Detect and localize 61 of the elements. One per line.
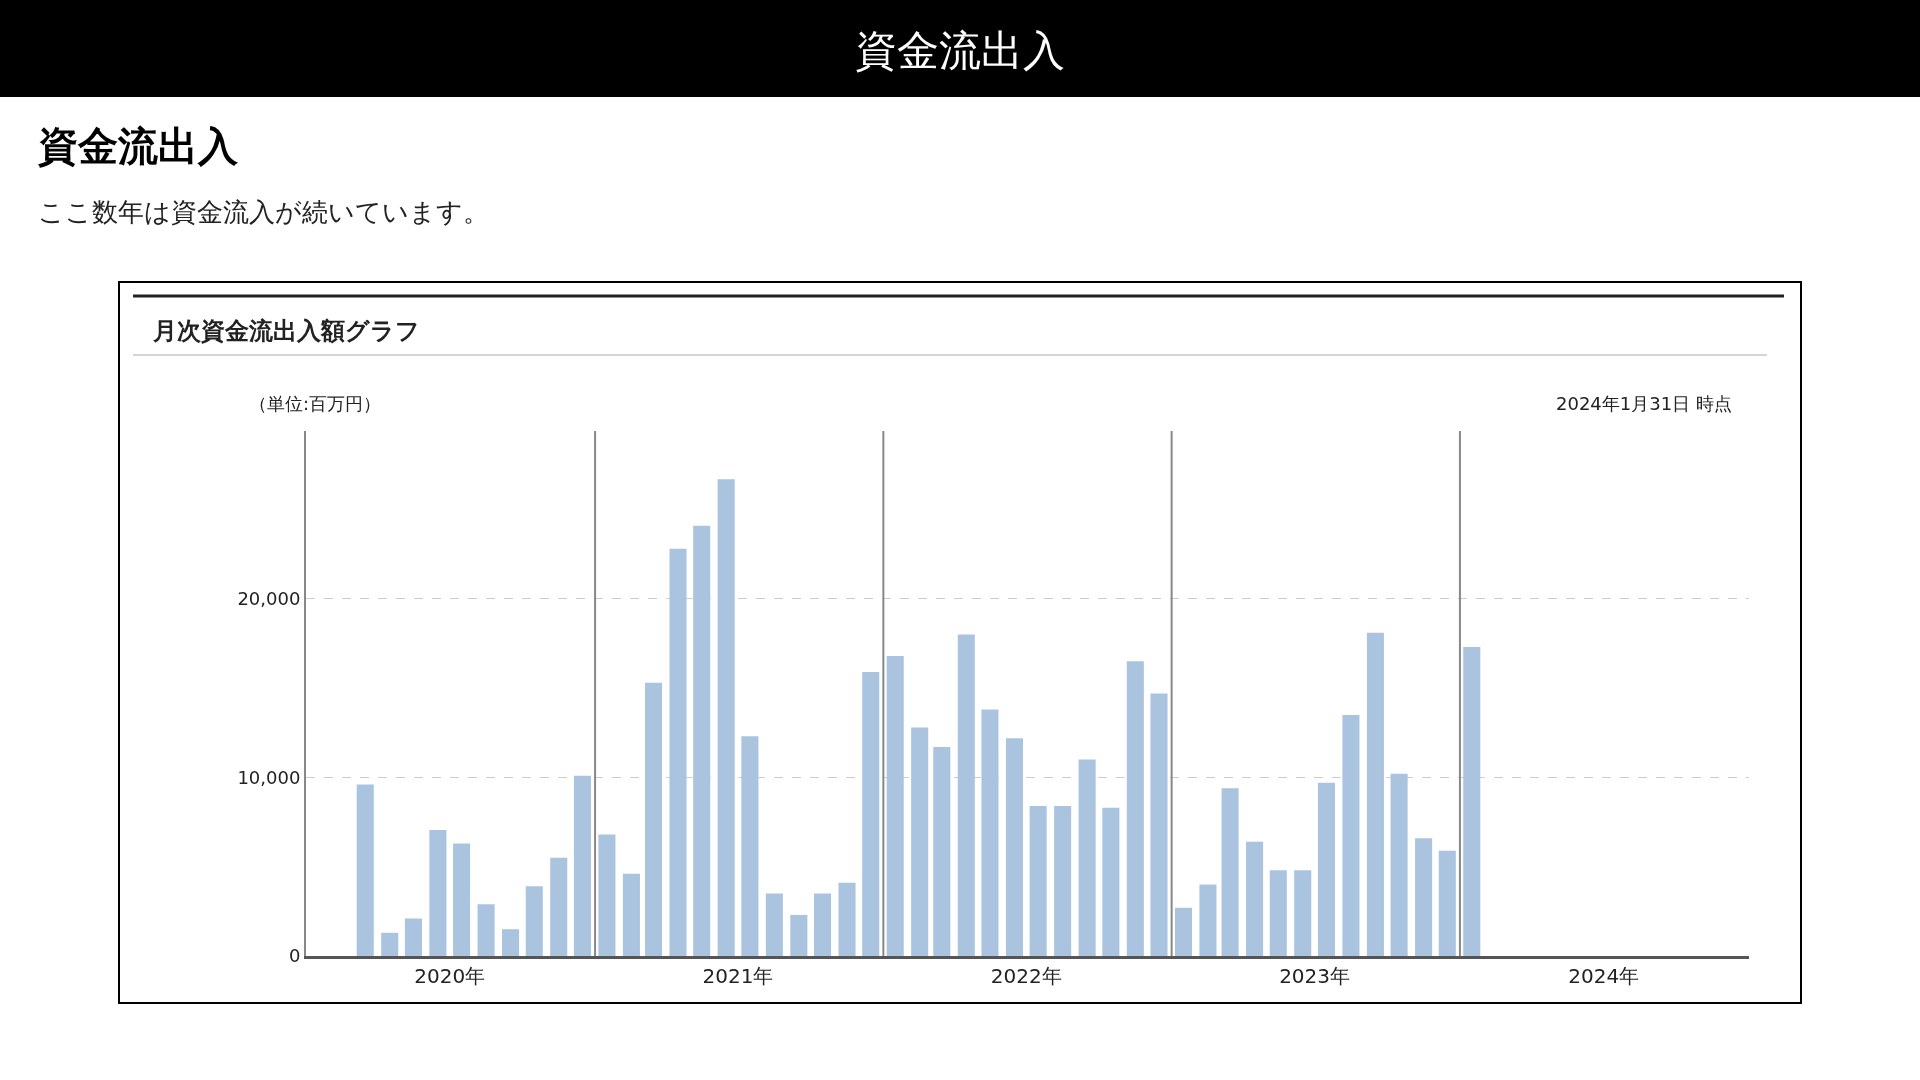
x-tick-label: 2020年 (414, 964, 486, 988)
bar (717, 479, 735, 956)
chart-title: 資金流出入 (855, 26, 1065, 75)
bar (814, 893, 832, 956)
bar (1438, 850, 1456, 956)
bar (1005, 738, 1023, 956)
bar (1054, 806, 1072, 956)
bar (957, 634, 975, 956)
y-tick-label: 20,000 (237, 588, 301, 610)
y-axis-title: （単位:百万円） (249, 393, 382, 414)
bar (1317, 782, 1335, 956)
bar (1463, 647, 1481, 956)
bar (1415, 838, 1433, 956)
bar (981, 709, 999, 956)
bar (1029, 806, 1047, 956)
bar (1078, 759, 1096, 956)
bar (1366, 632, 1384, 956)
x-tick-label: 2021年 (702, 964, 774, 988)
bar (1269, 870, 1287, 956)
bar (669, 548, 687, 956)
bar (429, 830, 447, 956)
bar (598, 834, 616, 956)
x-tick-label: 2024年 (1568, 964, 1640, 988)
bar (1102, 807, 1120, 956)
text: ここ数年は資金流入が続いています。 (38, 197, 489, 227)
bar (790, 914, 808, 956)
bar (1342, 714, 1360, 956)
bar (1126, 661, 1144, 956)
bar (1390, 773, 1408, 956)
bar (862, 672, 880, 956)
x-tick-label: 2022年 (990, 964, 1062, 988)
bar (911, 727, 929, 956)
bar (765, 893, 783, 956)
bar (550, 857, 568, 956)
bar (1221, 788, 1239, 956)
bar (356, 784, 374, 956)
bar (1199, 884, 1217, 956)
bar (404, 918, 422, 956)
bar (1294, 870, 1312, 956)
bar (1174, 907, 1193, 956)
x-tick-label: 2023年 (1279, 964, 1351, 988)
bar (644, 682, 663, 956)
bar (741, 736, 759, 956)
text: 月次資金流出入額グラフ (152, 317, 420, 345)
bar (502, 929, 520, 956)
bar (886, 656, 904, 956)
bar (693, 525, 711, 956)
y-tick-label: 0 (288, 945, 301, 967)
y-tick-label: 10,000 (237, 766, 301, 788)
bar (1150, 693, 1168, 956)
bar (1246, 841, 1264, 956)
bar (453, 843, 471, 956)
bar (381, 932, 399, 956)
bar (933, 747, 951, 956)
text: 2024年1月31日 時点 (1556, 393, 1732, 414)
bar (838, 882, 856, 956)
chart-subtitle: 資金流出入 (38, 123, 239, 169)
bar (477, 904, 495, 956)
bar (622, 873, 640, 956)
bar (525, 886, 543, 956)
bar (573, 775, 591, 956)
